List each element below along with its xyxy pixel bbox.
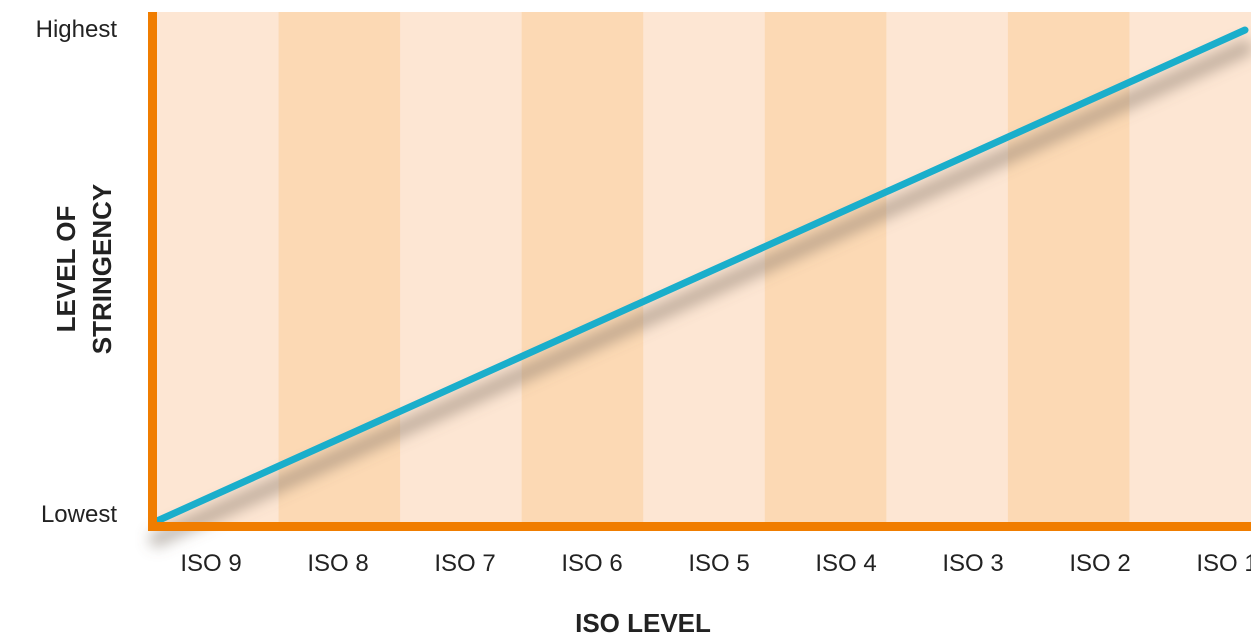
x-tick-labels: ISO 9 ISO 8 ISO 7 ISO 6 ISO 5 ISO 4 ISO 3 ISO 2… [180,550,1251,577]
x-tick-label: ISO 9 [180,550,241,577]
y-axis-line [148,12,157,531]
y-axis-title: LEVEL OF STRINGENCY [51,184,117,354]
band-6 [765,12,887,526]
x-tick-label: ISO 1 [1196,550,1251,577]
x-tick-label: ISO 3 [942,550,1003,577]
x-tick-label: ISO 7 [434,550,495,577]
y-tick-label-lowest: Lowest [41,501,117,528]
band-1 [157,12,279,526]
x-axis-line [148,522,1251,531]
y-axis-title-line-2: STRINGENCY [87,184,117,354]
x-tick-label: ISO 4 [815,550,876,577]
x-axis-title: ISO LEVEL [575,608,711,637]
x-tick-label: ISO 2 [1069,550,1130,577]
band-4 [522,12,644,526]
y-tick-label-highest: Highest [36,16,118,43]
y-axis-title-line-1: LEVEL OF [51,206,81,333]
band-7 [886,12,1008,526]
x-tick-label: ISO 6 [561,550,622,577]
band-3 [400,12,522,526]
x-tick-label: ISO 8 [307,550,368,577]
x-tick-label: ISO 5 [688,550,749,577]
